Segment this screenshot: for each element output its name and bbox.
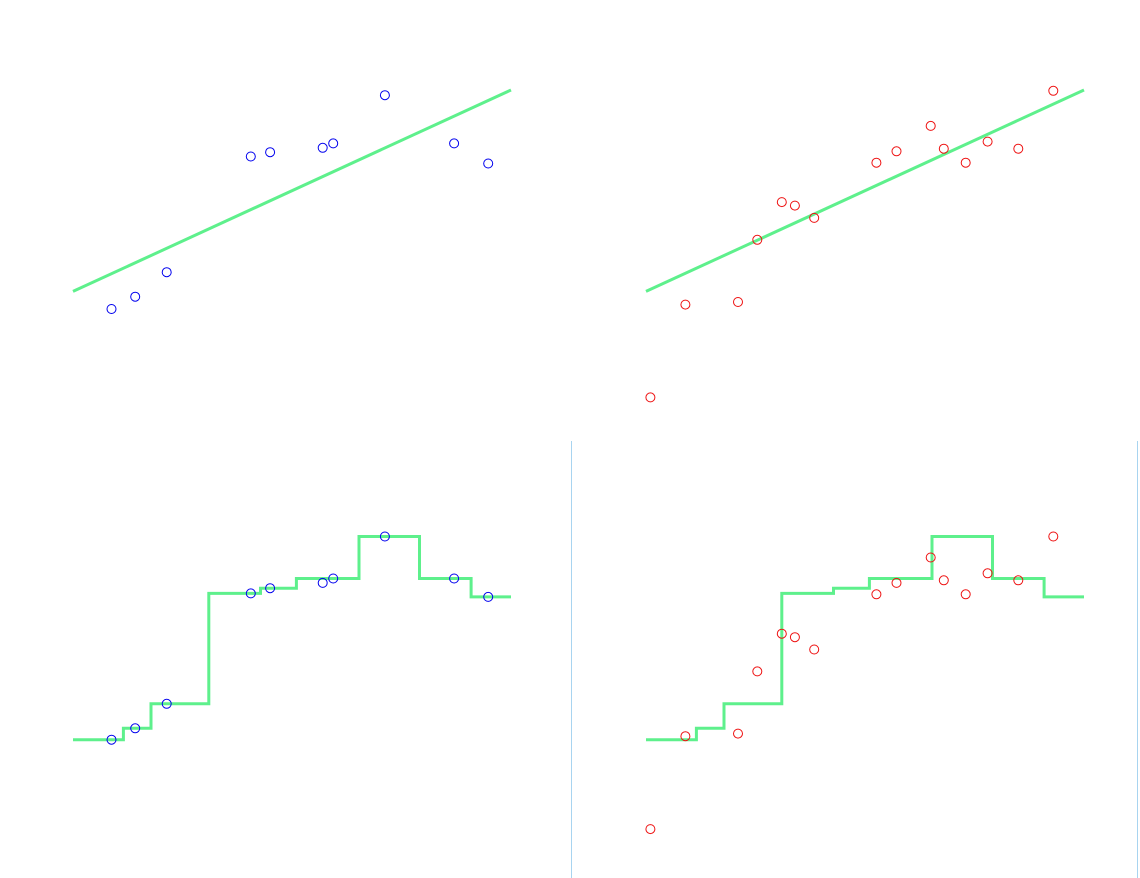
data-point xyxy=(483,158,494,169)
plot-bottom-left xyxy=(73,531,511,745)
regression-line xyxy=(72,88,512,293)
data-point xyxy=(245,151,256,162)
data-point xyxy=(925,120,936,131)
data-point xyxy=(483,591,494,602)
data-point xyxy=(379,90,390,101)
data-point xyxy=(960,157,971,168)
data-point xyxy=(328,138,339,149)
data-point xyxy=(752,234,763,245)
step-fit-line xyxy=(73,535,511,742)
data-point xyxy=(982,568,993,579)
regression-line xyxy=(645,88,1085,293)
data-point xyxy=(449,138,460,149)
data-point xyxy=(789,632,800,643)
plot-bottom-right xyxy=(645,531,1084,835)
data-point xyxy=(938,575,949,586)
data-point xyxy=(449,573,460,584)
data-point xyxy=(130,723,141,734)
data-point xyxy=(982,136,993,147)
data-point xyxy=(317,577,328,588)
data-point xyxy=(733,728,743,739)
data-point xyxy=(891,577,902,588)
data-point xyxy=(317,142,328,153)
data-point xyxy=(871,157,882,168)
data-point xyxy=(161,698,172,709)
data-point xyxy=(161,267,172,278)
data-point xyxy=(1048,85,1059,96)
data-point xyxy=(891,146,902,157)
data-point xyxy=(809,212,820,223)
data-point xyxy=(645,824,656,835)
data-point xyxy=(265,583,276,594)
data-point xyxy=(960,589,971,600)
data-point xyxy=(265,147,276,158)
data-point xyxy=(106,304,117,314)
data-point xyxy=(130,291,141,302)
data-point xyxy=(1013,575,1024,586)
data-point xyxy=(680,731,691,742)
data-point xyxy=(1048,531,1059,542)
data-point xyxy=(328,573,339,584)
data-point xyxy=(938,143,949,154)
data-point xyxy=(752,666,763,677)
step-fit-line xyxy=(646,535,1084,742)
data-point xyxy=(645,392,656,403)
plot-top-left xyxy=(72,88,512,314)
data-point xyxy=(245,588,256,599)
data-point xyxy=(379,531,390,542)
data-point xyxy=(809,644,820,655)
data-point xyxy=(871,589,882,600)
data-point xyxy=(1013,143,1024,154)
plot-top-right xyxy=(645,85,1085,403)
data-point xyxy=(106,734,117,745)
data-point xyxy=(776,197,787,208)
data-point xyxy=(680,299,691,310)
data-point xyxy=(789,200,800,211)
data-point xyxy=(925,552,936,563)
data-point xyxy=(776,628,787,639)
data-point xyxy=(733,297,743,307)
